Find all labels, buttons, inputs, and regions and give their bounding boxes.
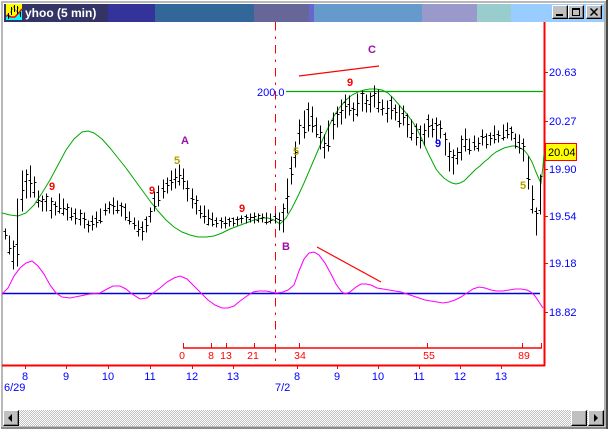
svg-text:8: 8 (208, 350, 214, 362)
svg-text:20.04: 20.04 (548, 147, 576, 159)
svg-text:0: 0 (179, 350, 185, 362)
svg-text:8: 8 (22, 371, 28, 383)
svg-text:9: 9 (239, 203, 245, 215)
svg-text:9: 9 (49, 181, 55, 193)
svg-text:21: 21 (247, 350, 259, 362)
svg-text:9: 9 (63, 371, 69, 383)
svg-text:34: 34 (294, 350, 306, 362)
svg-text:11: 11 (144, 371, 155, 383)
svg-text:13: 13 (495, 371, 507, 383)
svg-text:9: 9 (347, 77, 353, 89)
svg-text:8: 8 (294, 371, 300, 383)
svg-text:10: 10 (372, 371, 384, 383)
svg-text:20.27: 20.27 (549, 116, 577, 128)
svg-text:5: 5 (174, 155, 180, 167)
svg-text:A: A (181, 135, 189, 147)
svg-text:18.82: 18.82 (549, 307, 577, 319)
svg-text:5: 5 (293, 146, 299, 158)
svg-text:19.90: 19.90 (549, 164, 577, 176)
svg-text:9: 9 (435, 138, 441, 150)
svg-text:89: 89 (518, 350, 530, 362)
svg-text:5: 5 (520, 180, 526, 192)
svg-text:B: B (282, 241, 290, 253)
svg-text:55: 55 (423, 350, 435, 362)
svg-text:13: 13 (220, 350, 232, 362)
svg-text:C: C (368, 44, 376, 56)
svg-text:7/2: 7/2 (275, 382, 290, 394)
svg-text:12: 12 (454, 371, 466, 383)
svg-text:6/29: 6/29 (4, 382, 25, 394)
svg-text:9: 9 (334, 371, 340, 383)
svg-text:13: 13 (227, 371, 239, 383)
svg-text:10: 10 (102, 371, 114, 383)
svg-text:12: 12 (186, 371, 198, 383)
svg-text:9: 9 (149, 185, 155, 197)
svg-text:19.18: 19.18 (549, 258, 577, 270)
svg-text:11: 11 (413, 371, 424, 383)
svg-text:200.0: 200.0 (257, 87, 285, 99)
svg-text:19.54: 19.54 (549, 211, 577, 223)
svg-text:20.63: 20.63 (549, 67, 577, 79)
